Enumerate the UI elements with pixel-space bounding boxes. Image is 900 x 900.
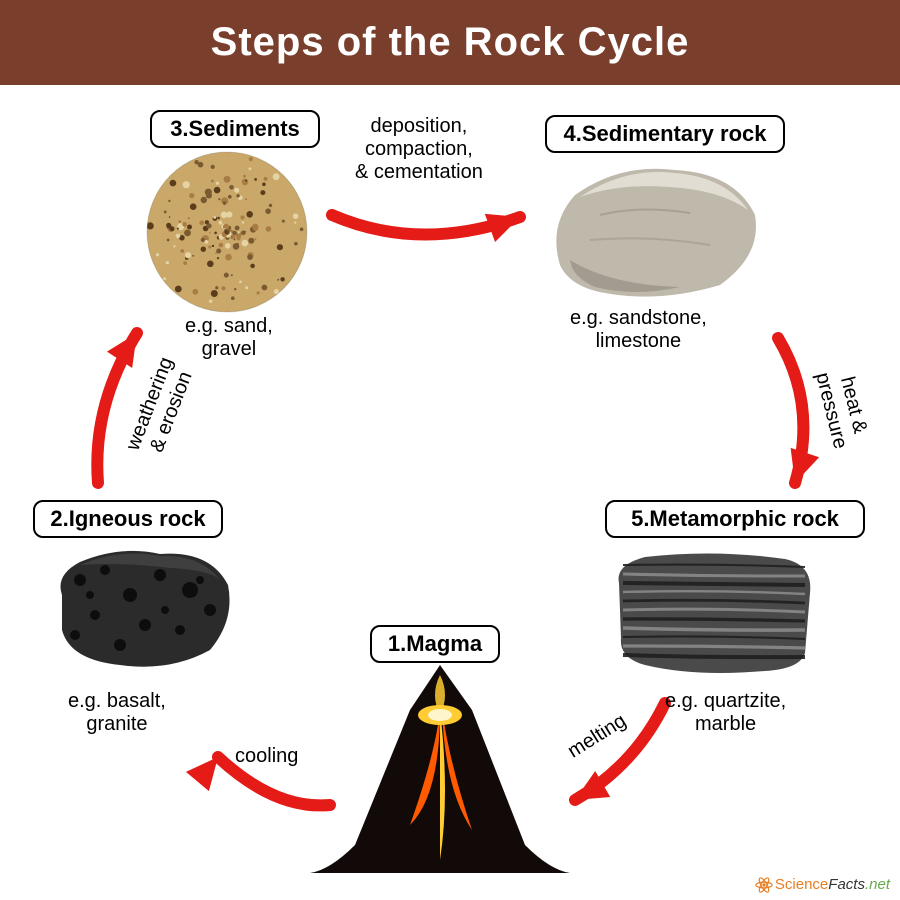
node-sediments-label: 3.Sediments <box>150 110 320 148</box>
cycle-arrows <box>0 85 900 900</box>
igneous-examples: e.g. basalt, granite <box>68 690 166 736</box>
credit-tld: .net <box>865 876 890 893</box>
process-deposition-compaction-cementation: deposition, compaction, & cementation <box>355 115 483 184</box>
node-sedimentary-label: 4.Sedimentary rock <box>545 115 785 153</box>
atom-icon <box>755 876 773 894</box>
credit-brand: Science <box>775 876 828 893</box>
sedimentary-examples: e.g. sandstone, limestone <box>570 307 707 353</box>
metamorphic-examples: e.g. quartzite, marble <box>665 690 786 736</box>
page-title: Steps of the Rock Cycle <box>211 20 690 65</box>
diagram-canvas: 1.Magma 2.Igneous rock 3.Sediments 4.Sed… <box>0 85 900 900</box>
process-cooling: cooling <box>235 745 298 768</box>
sediments-examples: e.g. sand, gravel <box>185 315 273 361</box>
node-magma-label: 1.Magma <box>370 625 500 663</box>
credit-sciencefacts: ScienceFacts.net <box>755 876 890 894</box>
node-metamorphic-label: 5.Metamorphic rock <box>605 500 865 538</box>
title-banner: Steps of the Rock Cycle <box>0 0 900 85</box>
node-igneous-label: 2.Igneous rock <box>33 500 223 538</box>
credit-suffix: Facts <box>828 876 865 893</box>
